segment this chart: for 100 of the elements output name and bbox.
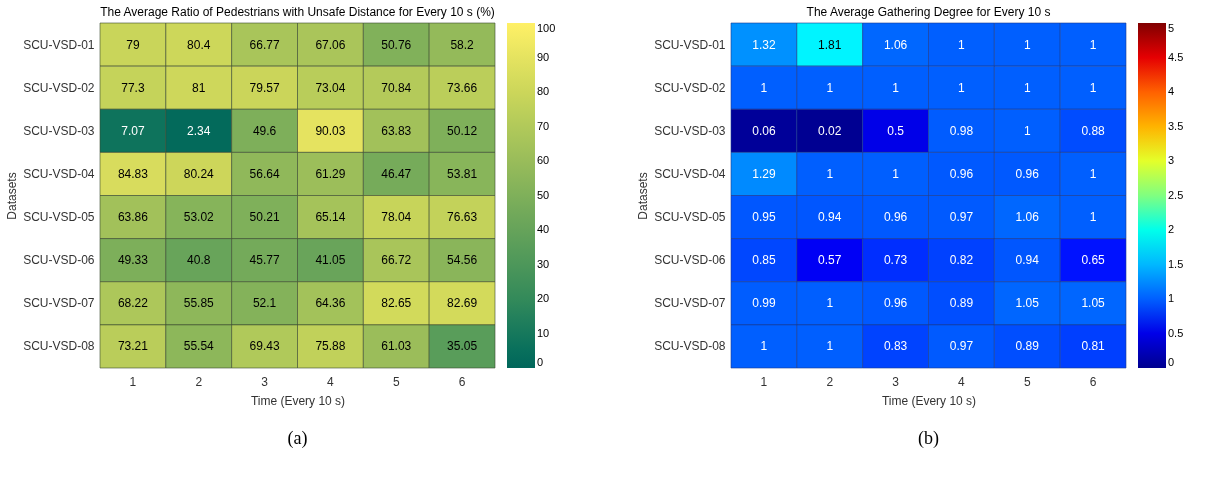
- data-label: 1: [760, 339, 768, 354]
- data-label: 50.76: [381, 37, 412, 52]
- data-label: 1: [958, 37, 966, 52]
- data-label: 50.12: [447, 123, 478, 138]
- data-label: 35.05: [447, 339, 478, 354]
- color-bar-label: 1: [1168, 292, 1175, 304]
- y-tick-label: SCU-VSD-03: [654, 123, 726, 138]
- data-label: 1: [826, 166, 834, 181]
- y-axis-title: Datasets: [636, 172, 651, 220]
- data-label: 0.97: [949, 210, 974, 225]
- y-tick-label: SCU-VSD-04: [23, 166, 95, 181]
- data-label: 1: [1089, 80, 1097, 95]
- data-label: 1.05: [1015, 296, 1040, 311]
- data-label: 0.89: [1015, 339, 1040, 354]
- data-label: 1: [892, 80, 900, 95]
- chart-title: The Average Ratio of Pedestrians with Unsafe Distance for Every 10 s (%): [100, 4, 495, 19]
- data-label: 1: [1023, 123, 1031, 138]
- x-tick-label: 5: [392, 374, 400, 389]
- y-tick-label: SCU-VSD-01: [654, 37, 726, 52]
- color-bar-label: 5: [1168, 22, 1175, 34]
- y-tick-label: SCU-VSD-07: [23, 296, 95, 311]
- chart-title: The Average Gathering Degree for Every 10 s: [806, 4, 1051, 19]
- data-label: 49.6: [252, 123, 277, 138]
- color-bar-label: 90: [537, 50, 550, 63]
- data-label: 79.57: [249, 80, 280, 95]
- data-label: 7.07: [121, 123, 145, 138]
- data-label: 68.22: [117, 296, 149, 311]
- data-label: 1: [958, 80, 966, 95]
- data-label: 1.81: [818, 37, 842, 52]
- data-label: 63.83: [381, 123, 412, 138]
- data-label: 1: [1089, 37, 1097, 52]
- x-tick-label: 1: [760, 374, 768, 389]
- data-label: 77.3: [121, 80, 145, 95]
- color-bar-label: 2: [1168, 223, 1175, 235]
- color-bar-label: 4: [1168, 85, 1175, 97]
- data-label: 1.05: [1081, 296, 1106, 311]
- x-tick-label: 1: [129, 374, 137, 389]
- data-label: 63.86: [117, 210, 149, 225]
- data-label: 66.77: [249, 37, 280, 52]
- color-bar-label: 30: [537, 257, 550, 270]
- x-tick-label: 4: [958, 374, 966, 389]
- data-label: 73.66: [447, 80, 478, 95]
- data-label: 0.98: [949, 123, 974, 138]
- data-label: 0.96: [883, 210, 908, 225]
- color-bar-label: 20: [537, 292, 550, 304]
- data-label: 1.29: [752, 166, 776, 181]
- data-label: 78.04: [381, 210, 412, 225]
- x-axis-title: Time (Every 10 s): [881, 393, 977, 408]
- y-tick-label: SCU-VSD-06: [23, 253, 95, 268]
- data-label: 90.03: [315, 123, 346, 138]
- x-tick-label: 3: [261, 374, 269, 389]
- data-label: 0.73: [883, 253, 908, 268]
- color-bar-label: 100: [537, 22, 556, 34]
- data-label: 1: [1089, 166, 1097, 181]
- data-label: 1: [1089, 210, 1097, 225]
- data-label: 55.85: [183, 296, 215, 311]
- data-label: 52.1: [252, 296, 277, 311]
- data-label: 84.83: [117, 166, 149, 181]
- data-label: 1: [826, 296, 834, 311]
- data-label: 0.85: [752, 253, 776, 268]
- data-label: 0.57: [818, 253, 842, 268]
- x-tick-label: 6: [458, 374, 466, 389]
- y-tick-label: SCU-VSD-02: [23, 80, 95, 95]
- y-tick-label: SCU-VSD-04: [654, 166, 726, 181]
- color-bar-label: 2.5: [1168, 188, 1184, 201]
- data-label: 0.96: [949, 166, 974, 181]
- data-label: 80.24: [183, 166, 215, 181]
- data-label: 58.2: [450, 37, 475, 52]
- data-label: 0.96: [883, 296, 908, 311]
- data-label: 55.54: [183, 339, 215, 354]
- data-label: 1: [826, 80, 834, 95]
- data-label: 2.34: [187, 123, 211, 138]
- data-label: 0.02: [818, 123, 842, 138]
- color-bar-label: 0.5: [1168, 326, 1184, 339]
- y-tick-label: SCU-VSD-05: [23, 210, 95, 225]
- data-label: 0.96: [1015, 166, 1040, 181]
- data-label: 0.82: [949, 253, 974, 268]
- data-label: 0.81: [1081, 339, 1106, 354]
- data-label: 0.5: [887, 123, 905, 138]
- data-label: 50.21: [249, 210, 280, 225]
- color-bar-label: 3: [1168, 154, 1175, 166]
- data-label: 46.47: [381, 166, 412, 181]
- y-tick-label: SCU-VSD-08: [23, 339, 95, 354]
- data-label: 64.36: [315, 296, 346, 311]
- text: (b): [918, 428, 939, 449]
- data-label: 0.95: [752, 210, 776, 225]
- data-label: 61.03: [381, 339, 412, 354]
- y-tick-label: SCU-VSD-02: [654, 80, 726, 95]
- data-label: 80.4: [187, 37, 211, 52]
- x-tick-label: 2: [195, 374, 203, 389]
- y-tick-label: SCU-VSD-05: [654, 210, 726, 225]
- y-tick-label: SCU-VSD-06: [654, 253, 726, 268]
- color-bar-label: 10: [537, 326, 550, 339]
- data-label: 0.88: [1081, 123, 1106, 138]
- data-label: 67.06: [315, 37, 346, 52]
- data-label: 1: [892, 166, 900, 181]
- data-label: 73.21: [117, 339, 149, 354]
- data-label: 66.72: [381, 253, 412, 268]
- data-label: 81: [192, 80, 206, 95]
- color-bar-label: 3.5: [1168, 119, 1184, 132]
